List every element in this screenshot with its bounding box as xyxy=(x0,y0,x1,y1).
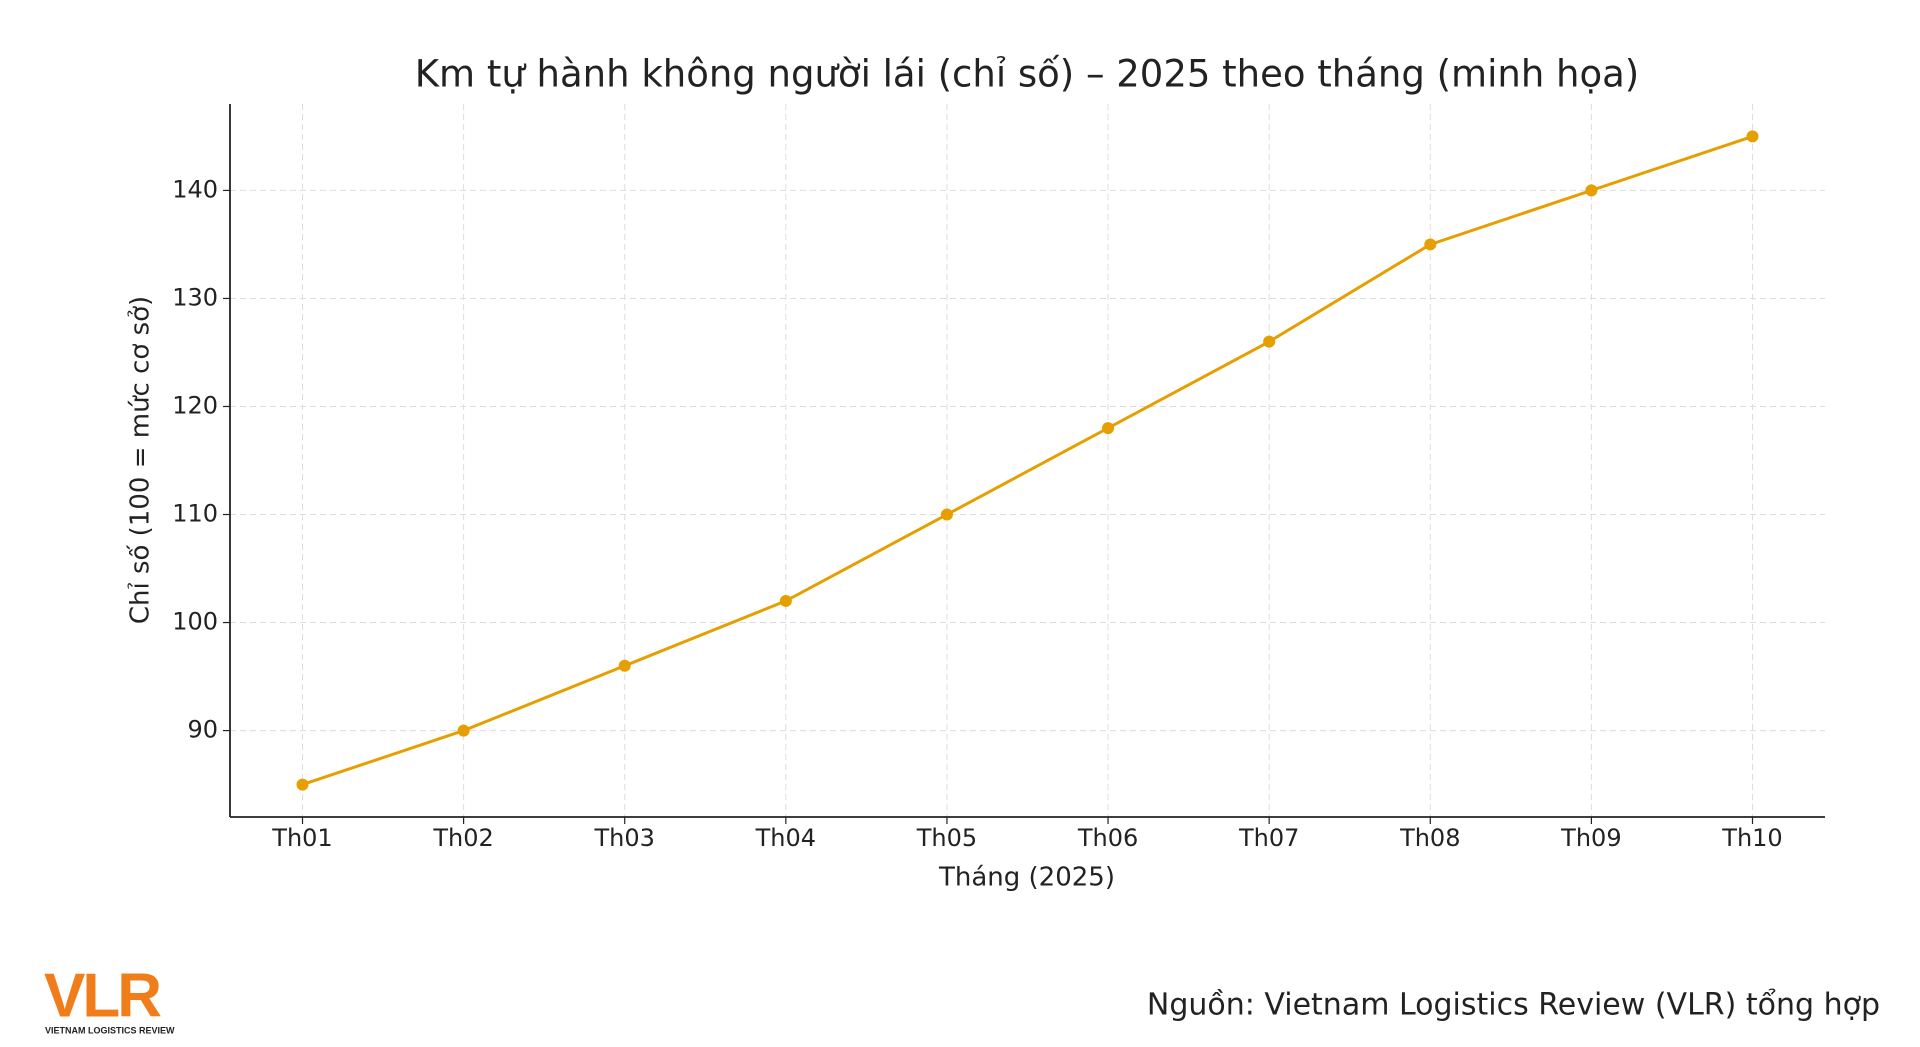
x-axis-label: Tháng (2025) xyxy=(938,863,1115,893)
y-axis-label: Chỉ số (100 = mức cơ sở) xyxy=(126,296,156,624)
y-tick-label: 140 xyxy=(172,175,218,203)
logo-subtitle: VIETNAM LOGISTICS REVIEW xyxy=(45,1025,175,1035)
x-tick-label: Th04 xyxy=(755,824,816,852)
data-point xyxy=(1263,335,1276,348)
y-tick-label: 90 xyxy=(187,716,218,744)
data-line xyxy=(302,134,1753,787)
data-point xyxy=(940,508,953,521)
x-tick-label: Th03 xyxy=(594,824,655,852)
data-point xyxy=(1746,130,1759,143)
x-tick-label: Th10 xyxy=(1721,824,1782,852)
data-point xyxy=(618,659,631,672)
data-point xyxy=(296,778,309,791)
x-tick-label: Th08 xyxy=(1399,824,1460,852)
data-point xyxy=(1102,422,1115,435)
data-point xyxy=(1424,238,1437,251)
data-point xyxy=(1585,184,1598,197)
data-point xyxy=(457,724,470,737)
y-tick-label: 120 xyxy=(172,391,218,419)
y-tick-label: 100 xyxy=(172,608,218,636)
y-tick-label: 130 xyxy=(172,283,218,311)
x-tick-label: Th01 xyxy=(271,824,332,852)
x-tick-label: Th06 xyxy=(1077,824,1138,852)
logo: VLR xyxy=(44,961,161,1030)
source-note: Nguồn: Vietnam Logistics Review (VLR) tổ… xyxy=(1147,987,1880,1023)
chart-title: Km tự hành không người lái (chỉ số) – 20… xyxy=(415,53,1639,96)
x-tick-label: Th05 xyxy=(916,824,977,852)
x-tick-label: Th09 xyxy=(1560,824,1621,852)
x-tick-label: Th02 xyxy=(432,824,493,852)
x-tick-label: Th07 xyxy=(1238,824,1299,852)
data-point xyxy=(779,594,792,607)
y-tick-label: 110 xyxy=(172,500,218,528)
